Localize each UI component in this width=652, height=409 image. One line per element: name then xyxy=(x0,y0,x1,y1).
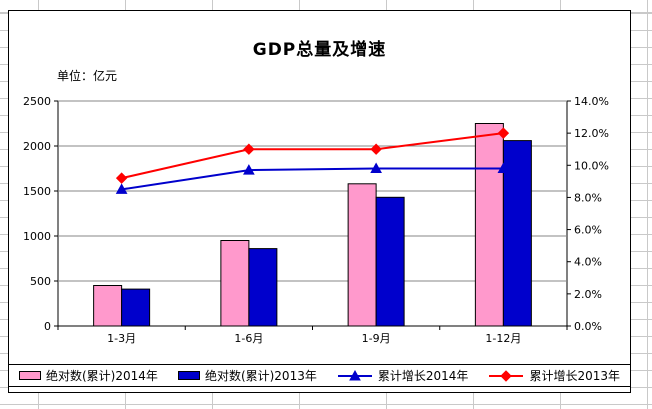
svg-text:1-3月: 1-3月 xyxy=(107,332,136,345)
blue-bar-swatch-icon xyxy=(177,371,200,380)
svg-text:1500: 1500 xyxy=(23,185,51,198)
svg-text:500: 500 xyxy=(30,275,51,288)
svg-text:14.0%: 14.0% xyxy=(574,95,609,108)
svg-text:0.0%: 0.0% xyxy=(574,320,602,333)
chart-title: GDP总量及增速 xyxy=(252,40,387,60)
svg-text:2.0%: 2.0% xyxy=(574,288,602,301)
legend-item-bars-2013: 绝对数(累计)2013年 xyxy=(177,367,317,384)
chart-canvas[interactable]: 0 500 1000 1500 2000 2500 0.0% 2.0% 4.0% 6.0% 8.0%… xyxy=(8,10,631,393)
svg-text:1-12月: 1-12月 xyxy=(485,332,521,345)
legend-label: 绝对数(累计)2014年 xyxy=(46,369,158,383)
triangle-line-swatch-icon xyxy=(337,369,373,382)
svg-text:2000: 2000 xyxy=(23,140,51,153)
legend-label: 绝对数(累计)2013年 xyxy=(204,369,317,383)
svg-text:8.0%: 8.0% xyxy=(574,191,602,204)
legend-item-line-2014: 累计增长2014年 xyxy=(337,367,469,384)
svg-text:1000: 1000 xyxy=(23,230,51,243)
svg-text:6.0%: 6.0% xyxy=(574,224,602,237)
legend-item-bars-2014: 绝对数(累计)2014年 xyxy=(19,367,158,384)
diamond-line-swatch-icon xyxy=(488,369,524,382)
unit-label: 单位：亿元 xyxy=(57,69,118,83)
chart-legend: 绝对数(累计)2014年 绝对数(累计)2013年 累计增长2014年 累计增长… xyxy=(8,364,631,387)
pink-bar-swatch-icon xyxy=(19,371,41,380)
legend-label: 累计增长2013年 xyxy=(529,369,620,383)
plot-area: 0 500 1000 1500 2000 2500 0.0% 2.0% 4.0% 6.0% 8.0%… xyxy=(23,95,609,345)
legend-label: 累计增长2014年 xyxy=(377,369,469,383)
svg-text:0: 0 xyxy=(44,320,51,333)
svg-text:1-6月: 1-6月 xyxy=(234,332,263,345)
svg-text:2500: 2500 xyxy=(23,95,51,108)
svg-text:1-9月: 1-9月 xyxy=(362,332,391,345)
svg-text:10.0%: 10.0% xyxy=(574,159,609,172)
svg-text:4.0%: 4.0% xyxy=(574,256,602,269)
svg-text:12.0%: 12.0% xyxy=(574,127,609,140)
legend-item-line-2013: 累计增长2013年 xyxy=(488,367,620,384)
